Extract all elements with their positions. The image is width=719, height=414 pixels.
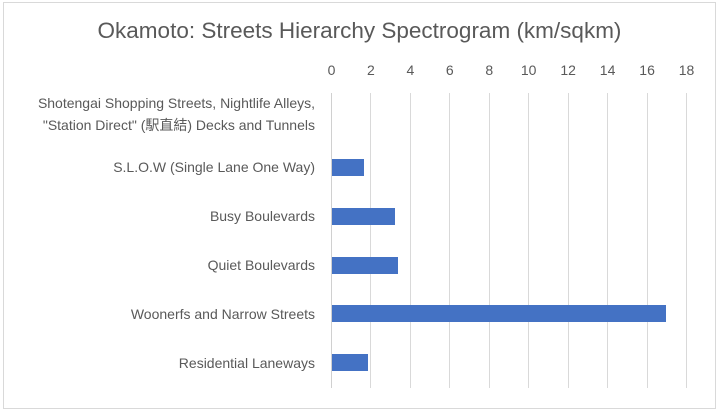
gridline (647, 93, 648, 388)
x-tick-label: 4 (406, 62, 415, 78)
gridline (489, 93, 490, 388)
gridline (568, 93, 569, 388)
chart-title: Okamoto: Streets Hierarchy Spectrogram (… (97, 18, 622, 43)
x-tick-label: 14 (599, 62, 616, 78)
category-axis-line (331, 93, 332, 388)
x-tick-label: 8 (485, 62, 494, 78)
x-tick-label: 2 (366, 62, 375, 78)
x-tick-label: 12 (560, 62, 576, 78)
bar (332, 257, 399, 274)
bar (332, 305, 667, 322)
x-tick-label: 0 (327, 62, 336, 78)
gridline (607, 93, 608, 388)
gridline (410, 93, 411, 388)
gridline (528, 93, 529, 388)
bar (332, 159, 364, 176)
x-tick-label: 6 (445, 62, 454, 78)
category-label: Woonerfs and Narrow Streets (130, 306, 315, 322)
category-label: Shotengai Shopping Streets, Nightlife Al… (38, 92, 315, 136)
x-tick-label: 16 (639, 62, 655, 78)
category-label: Residential Laneways (178, 355, 315, 371)
bar (332, 208, 396, 225)
category-label: Busy Boulevards (209, 208, 315, 224)
gridline (686, 93, 687, 388)
category-label: S.L.O.W (Single Lane One Way) (113, 159, 315, 175)
bar (332, 354, 369, 371)
chart-area (3, 2, 716, 409)
gridline (370, 93, 371, 388)
category-label-line: "Station Direct" (駅直結) Decks and Tunnels (42, 117, 315, 133)
gridline (449, 93, 450, 388)
x-tick-label: 10 (520, 62, 537, 78)
category-label-line: Shotengai Shopping Streets, Nightlife Al… (37, 95, 315, 111)
category-label: Quiet Boulevards (207, 257, 315, 273)
x-tick-label: 18 (678, 62, 695, 78)
